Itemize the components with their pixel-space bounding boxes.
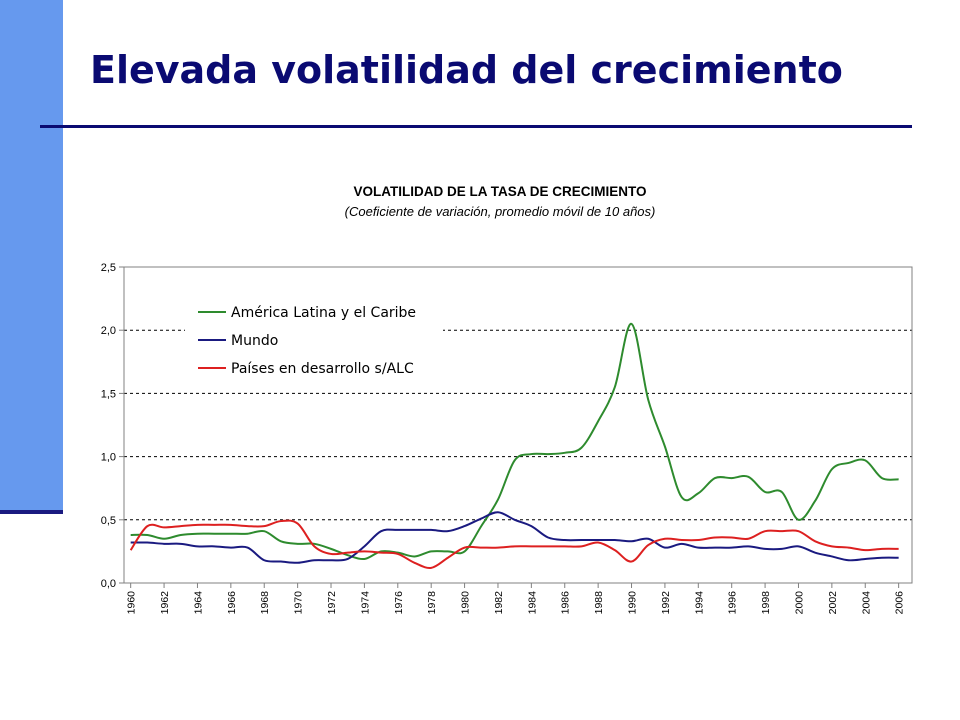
x-tick-label: 1970: [293, 591, 305, 615]
y-tick-label: 2,5: [101, 262, 116, 274]
side-accent-bar: [0, 0, 63, 512]
chart-series: [129, 322, 899, 569]
series-line-1: [130, 322, 899, 561]
x-tick-label: 2004: [860, 591, 872, 615]
chart-gridlines: [124, 329, 912, 521]
x-tick-label: 1976: [393, 591, 405, 615]
legend-label: América Latina y el Caribe: [231, 305, 416, 321]
x-tick-label: 1986: [560, 591, 572, 615]
x-tick-label: 2000: [793, 591, 805, 615]
x-tick-label: 1972: [326, 591, 338, 615]
x-tick-label: 1978: [426, 591, 438, 615]
x-tick-label: 1960: [126, 591, 138, 615]
legend-label: Mundo: [231, 333, 278, 349]
chart-subtitle: (Coeficiente de variación, promedio móvi…: [344, 204, 656, 219]
title-underline: [40, 125, 912, 128]
x-tick-label: 1982: [493, 591, 505, 615]
chart-axes: 0,0 0,5 1,0 1,5 2,0 2,5 1960 1962 1964 1966 1968 19…: [101, 262, 906, 614]
x-tick-label: 1998: [760, 591, 772, 615]
legend-box: [185, 292, 443, 384]
legend-label: Países en desarrollo s/ALC: [231, 361, 414, 377]
slide-title: Elevada volatilidad del crecimiento: [90, 48, 843, 92]
y-tick-label: 2,0: [101, 325, 116, 337]
x-tick-label: 1962: [159, 591, 171, 615]
series-line-3: [129, 519, 899, 569]
y-tick-label: 0,5: [101, 515, 116, 527]
x-tick-label: 1966: [226, 591, 238, 615]
chart-legend: América Latina y el Caribe Mundo Países en…: [185, 292, 443, 384]
x-tick-label: 1988: [593, 591, 605, 615]
x-tick-label: 1968: [259, 591, 271, 615]
x-tick-label: 2002: [827, 591, 839, 615]
y-tick-label: 1,0: [101, 452, 116, 464]
x-tick-label: 1994: [693, 591, 705, 615]
y-tick-label: 0,0: [101, 578, 116, 590]
x-tick-label: 1996: [727, 591, 739, 615]
plot-area-frame: [123, 266, 913, 584]
x-tick-label: 1992: [660, 591, 672, 615]
y-tick-label: 1,5: [101, 388, 116, 400]
series-line-2: [130, 511, 899, 564]
side-accent-line: [0, 510, 63, 514]
x-tick-label: 1984: [526, 591, 538, 615]
x-tick-label: 1974: [359, 591, 371, 615]
x-tick-label: 2006: [894, 591, 906, 615]
x-tick-label: 1964: [192, 591, 204, 615]
x-tick-label: 1990: [627, 591, 639, 615]
chart-title: VOLATILIDAD DE LA TASA DE CRECIMIENTO: [353, 184, 647, 199]
x-tick-label: 1980: [460, 591, 472, 615]
